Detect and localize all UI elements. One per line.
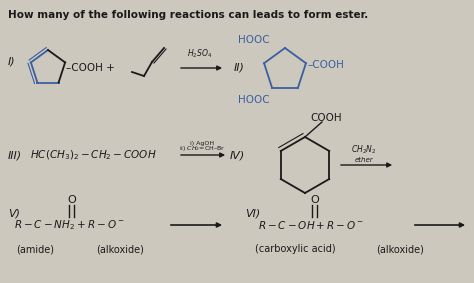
Text: VI): VI): [245, 208, 260, 218]
Text: $R-C-NH_2 + R-O^-$: $R-C-NH_2 + R-O^-$: [14, 218, 125, 232]
Text: V): V): [8, 208, 20, 218]
Text: I): I): [8, 57, 16, 67]
Text: –COOH: –COOH: [308, 60, 345, 70]
Text: O: O: [68, 195, 76, 205]
Text: (alkoxide): (alkoxide): [376, 244, 424, 254]
Text: II): II): [234, 63, 245, 73]
Text: COOH: COOH: [310, 113, 342, 123]
Text: O: O: [310, 195, 319, 205]
Text: IV): IV): [230, 150, 245, 160]
Text: HOOC: HOOC: [238, 35, 270, 45]
Text: ether: ether: [355, 157, 374, 163]
Text: i) AgOH: i) AgOH: [190, 141, 214, 146]
Text: III): III): [8, 150, 22, 160]
Text: ii) $CH_2$=CH–Br: ii) $CH_2$=CH–Br: [179, 144, 225, 153]
Text: $HC(CH_3)_2-CH_2-COOH$: $HC(CH_3)_2-CH_2-COOH$: [30, 148, 157, 162]
Text: HOOC: HOOC: [238, 95, 270, 105]
Text: $H_2SO_4$: $H_2SO_4$: [187, 48, 213, 60]
Text: How many of the following reactions can leads to form ester.: How many of the following reactions can …: [8, 10, 368, 20]
Text: (alkoxide): (alkoxide): [96, 244, 144, 254]
Text: $R-C-OH + R-O^-$: $R-C-OH + R-O^-$: [258, 219, 364, 231]
Text: (amide): (amide): [16, 244, 54, 254]
Text: (carboxylic acid): (carboxylic acid): [255, 244, 335, 254]
Text: –COOH +: –COOH +: [66, 63, 115, 73]
Text: $CH_2N_2$: $CH_2N_2$: [351, 143, 377, 156]
